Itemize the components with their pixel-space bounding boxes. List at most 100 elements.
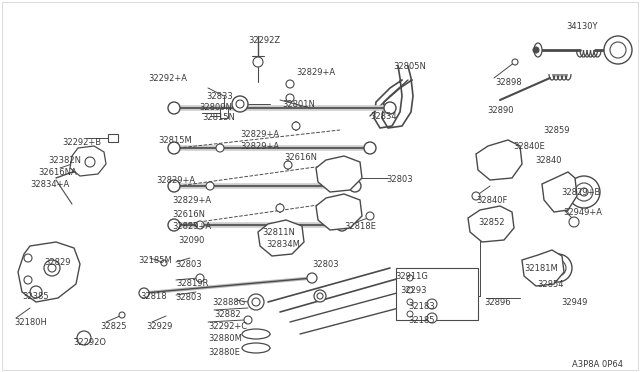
Text: 32852: 32852	[478, 218, 504, 227]
Circle shape	[48, 264, 56, 272]
Circle shape	[604, 36, 632, 64]
Text: 32829+A: 32829+A	[296, 68, 335, 77]
Circle shape	[206, 182, 214, 190]
Text: 32829+B: 32829+B	[561, 188, 600, 197]
Text: 32181M: 32181M	[524, 264, 557, 273]
Circle shape	[168, 142, 180, 154]
Text: A3P8A 0P64: A3P8A 0P64	[572, 360, 623, 369]
Circle shape	[364, 142, 376, 154]
Circle shape	[284, 161, 292, 169]
Text: 32183: 32183	[408, 302, 435, 311]
Text: 32829: 32829	[44, 258, 70, 267]
Circle shape	[349, 180, 361, 192]
Bar	[220, 108, 228, 118]
Polygon shape	[468, 206, 514, 242]
Text: 32911G: 32911G	[395, 272, 428, 281]
Circle shape	[610, 42, 626, 58]
Circle shape	[232, 96, 248, 112]
Circle shape	[533, 47, 539, 53]
Text: 32819R: 32819R	[176, 279, 209, 288]
Circle shape	[407, 311, 413, 317]
Circle shape	[24, 254, 32, 262]
Text: 32801N: 32801N	[282, 100, 315, 109]
Circle shape	[276, 204, 284, 212]
Text: 32859: 32859	[543, 126, 570, 135]
Text: 32185M: 32185M	[138, 256, 172, 265]
Text: 32834+A: 32834+A	[30, 180, 69, 189]
Circle shape	[119, 312, 125, 318]
Circle shape	[317, 293, 323, 299]
Ellipse shape	[534, 43, 542, 57]
Circle shape	[407, 275, 413, 281]
Text: 32616N: 32616N	[284, 153, 317, 162]
Circle shape	[575, 183, 593, 201]
Circle shape	[286, 80, 294, 88]
Text: 32829+A: 32829+A	[172, 222, 211, 231]
Text: 32880E: 32880E	[208, 348, 240, 357]
Text: 34130Y: 34130Y	[566, 22, 598, 31]
Text: 32818: 32818	[140, 292, 166, 301]
Text: 32385: 32385	[22, 292, 49, 301]
Circle shape	[161, 260, 167, 266]
Circle shape	[168, 219, 180, 231]
Circle shape	[253, 57, 263, 67]
Circle shape	[427, 313, 437, 323]
Text: 32896: 32896	[484, 298, 511, 307]
Text: 32809N: 32809N	[199, 103, 232, 112]
Polygon shape	[476, 140, 522, 180]
Circle shape	[407, 299, 413, 305]
Text: 32834: 32834	[370, 112, 397, 121]
Circle shape	[168, 180, 180, 192]
Circle shape	[196, 274, 204, 282]
Text: 32815N: 32815N	[202, 113, 235, 122]
Text: 32840: 32840	[535, 156, 561, 165]
Circle shape	[196, 221, 204, 229]
Circle shape	[30, 286, 42, 298]
Circle shape	[236, 100, 244, 108]
Text: 32829+A: 32829+A	[172, 196, 211, 205]
Circle shape	[292, 122, 300, 130]
Text: 32292Z: 32292Z	[248, 36, 280, 45]
Text: 32292+B: 32292+B	[62, 138, 101, 147]
Text: 32180H: 32180H	[14, 318, 47, 327]
Bar	[108, 134, 118, 142]
Text: 32803: 32803	[386, 175, 413, 184]
Polygon shape	[18, 242, 80, 302]
Circle shape	[85, 157, 95, 167]
Polygon shape	[316, 194, 362, 230]
Text: 32815M: 32815M	[158, 136, 192, 145]
Circle shape	[244, 316, 252, 324]
Text: 32803: 32803	[175, 293, 202, 302]
Text: 32898: 32898	[495, 78, 522, 87]
Polygon shape	[258, 220, 304, 256]
Text: 32292+A: 32292+A	[148, 74, 187, 83]
Text: 32292+C: 32292+C	[208, 322, 247, 331]
Circle shape	[248, 294, 264, 310]
Circle shape	[44, 260, 60, 276]
Circle shape	[252, 298, 260, 306]
Text: 32834M: 32834M	[266, 240, 300, 249]
Text: 32888G: 32888G	[212, 298, 245, 307]
Circle shape	[384, 102, 396, 114]
Circle shape	[168, 102, 180, 114]
Text: 32854: 32854	[537, 280, 563, 289]
Circle shape	[307, 273, 317, 283]
Text: 32616NA: 32616NA	[38, 168, 77, 177]
Polygon shape	[522, 250, 564, 286]
Circle shape	[77, 331, 91, 345]
Circle shape	[427, 299, 437, 309]
Text: 32829+A: 32829+A	[156, 176, 195, 185]
Text: 32840F: 32840F	[476, 196, 508, 205]
Text: 32818E: 32818E	[344, 222, 376, 231]
Text: 32949: 32949	[561, 298, 588, 307]
Text: 32825: 32825	[100, 322, 127, 331]
Text: 32929: 32929	[146, 322, 172, 331]
Circle shape	[569, 217, 579, 227]
Circle shape	[544, 254, 572, 282]
Text: 32882: 32882	[214, 310, 241, 319]
Circle shape	[407, 287, 413, 293]
Circle shape	[336, 219, 348, 231]
Polygon shape	[70, 146, 106, 176]
Text: 32833: 32833	[206, 92, 233, 101]
Bar	[396, 268, 478, 320]
